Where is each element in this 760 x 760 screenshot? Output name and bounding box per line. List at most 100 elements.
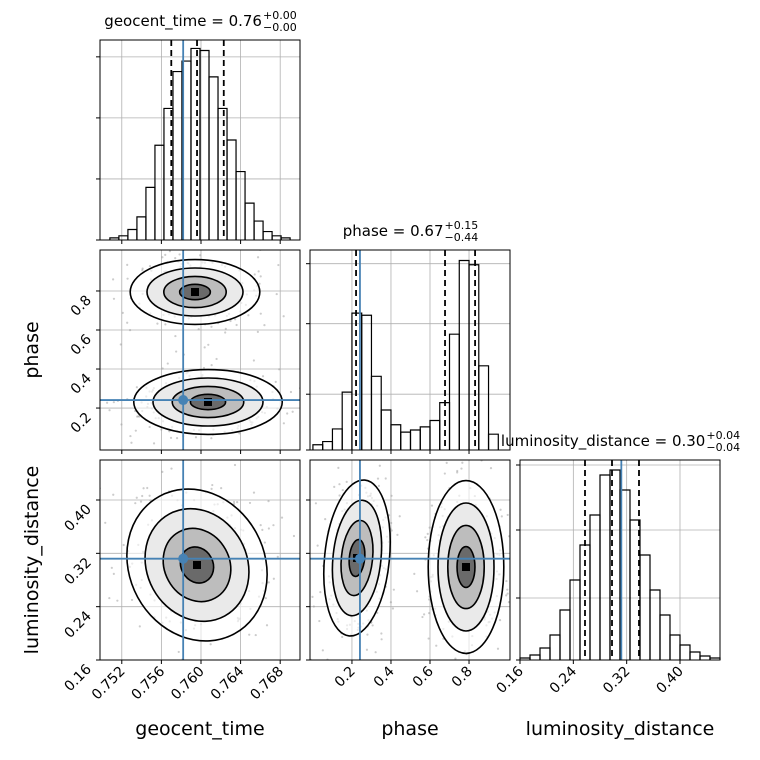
sample-point: [259, 275, 262, 278]
sample-point: [135, 496, 138, 499]
sample-point: [119, 343, 122, 346]
sample-point: [389, 601, 393, 604]
sample-point: [460, 467, 463, 470]
sample-point: [331, 687, 333, 689]
sample-point: [376, 477, 380, 480]
sample-point: [390, 529, 393, 532]
title-minus: −0.00: [263, 21, 297, 34]
sample-point: [91, 541, 93, 543]
sample-point: [141, 494, 144, 498]
sample-point: [267, 500, 270, 503]
sample-point: [130, 441, 133, 444]
x-axis-label: luminosity_distance: [526, 718, 715, 740]
x-tick-label: 0.768: [247, 664, 287, 704]
sample-point: [499, 508, 502, 511]
sample-point: [120, 423, 123, 426]
sample-point: [390, 521, 393, 525]
x-axis-label: geocent_time: [135, 718, 264, 740]
sample-point: [421, 615, 424, 619]
truth-point: [178, 553, 189, 564]
sample-point: [128, 329, 132, 332]
sample-point: [170, 467, 173, 470]
sample-point: [135, 386, 138, 389]
sample-point: [445, 461, 448, 464]
sample-point: [161, 470, 164, 473]
sample-point: [264, 597, 267, 600]
sample-point: [426, 532, 429, 535]
hist-bin: [487, 433, 499, 450]
x-tick-label: 0.40: [653, 664, 686, 697]
sample-point: [194, 436, 198, 439]
sample-point: [121, 311, 124, 314]
panel: 0.2 0.4 0.6 0.8: [306, 459, 516, 704]
sample-point: [321, 649, 324, 652]
sample-point: [358, 683, 360, 685]
sample-point: [236, 501, 239, 504]
y-axis-label: luminosity_distance: [21, 466, 43, 655]
sample-point: [164, 323, 167, 326]
sample-point: [247, 314, 250, 317]
sample-point: [428, 612, 431, 615]
x-tick-label: 0.8: [449, 664, 476, 691]
sample-point: [253, 273, 256, 276]
sample-point: [210, 364, 213, 367]
sample-point: [169, 436, 173, 439]
sample-point: [371, 624, 374, 627]
sample-point: [489, 466, 493, 470]
x-tick-label: 0.24: [547, 663, 580, 696]
sample-point: [209, 643, 212, 646]
sample-point: [456, 661, 458, 663]
sample-point: [413, 572, 416, 575]
panel-border: [99, 249, 301, 451]
sample-point: [134, 429, 137, 432]
sample-point: [207, 343, 210, 346]
sample-point: [238, 432, 241, 435]
y-tick-label: 0.4: [68, 370, 95, 397]
density: [91, 463, 296, 664]
panel-border: [99, 39, 301, 241]
sample-point: [500, 515, 503, 518]
sample-point: [129, 434, 132, 438]
sample-point: [175, 350, 178, 353]
sample-point: [263, 541, 266, 544]
hist-bin: [478, 365, 490, 450]
sample-point: [236, 661, 238, 663]
sample-point: [233, 463, 237, 467]
sample-point: [160, 428, 163, 431]
panel-frame: [310, 250, 510, 450]
sample-point: [345, 480, 348, 483]
sample-point: [312, 605, 315, 608]
sample-point: [161, 367, 164, 370]
sample-point: [168, 430, 171, 433]
sample-point: [174, 334, 177, 338]
sample-point: [378, 464, 381, 467]
sample-point: [514, 593, 516, 595]
sample-point: [104, 521, 107, 524]
sample-point: [337, 466, 340, 469]
sample-point: [424, 536, 427, 539]
sample-point: [169, 662, 171, 664]
sample-point: [430, 504, 434, 507]
sample-point: [178, 253, 181, 256]
sample-point: [112, 572, 115, 575]
x-tick-label: 0.2: [332, 664, 359, 691]
hist-bin: [253, 220, 264, 240]
hist-bin: [468, 264, 480, 450]
sample-point: [152, 442, 156, 445]
density-core: [462, 563, 470, 571]
sample-point: [232, 500, 236, 504]
sample-point: [316, 544, 319, 547]
sample-point: [384, 477, 387, 480]
sample-point: [333, 485, 336, 488]
sample-point: [174, 257, 177, 260]
sample-point: [168, 250, 172, 253]
sample-point: [105, 401, 109, 404]
density-core: [191, 288, 199, 296]
density-core: [193, 561, 201, 569]
sample-point: [498, 619, 502, 622]
sample-point: [138, 625, 141, 628]
sample-point: [141, 267, 144, 270]
sample-point: [126, 277, 129, 280]
sample-point: [139, 500, 143, 503]
sample-point: [458, 702, 460, 704]
